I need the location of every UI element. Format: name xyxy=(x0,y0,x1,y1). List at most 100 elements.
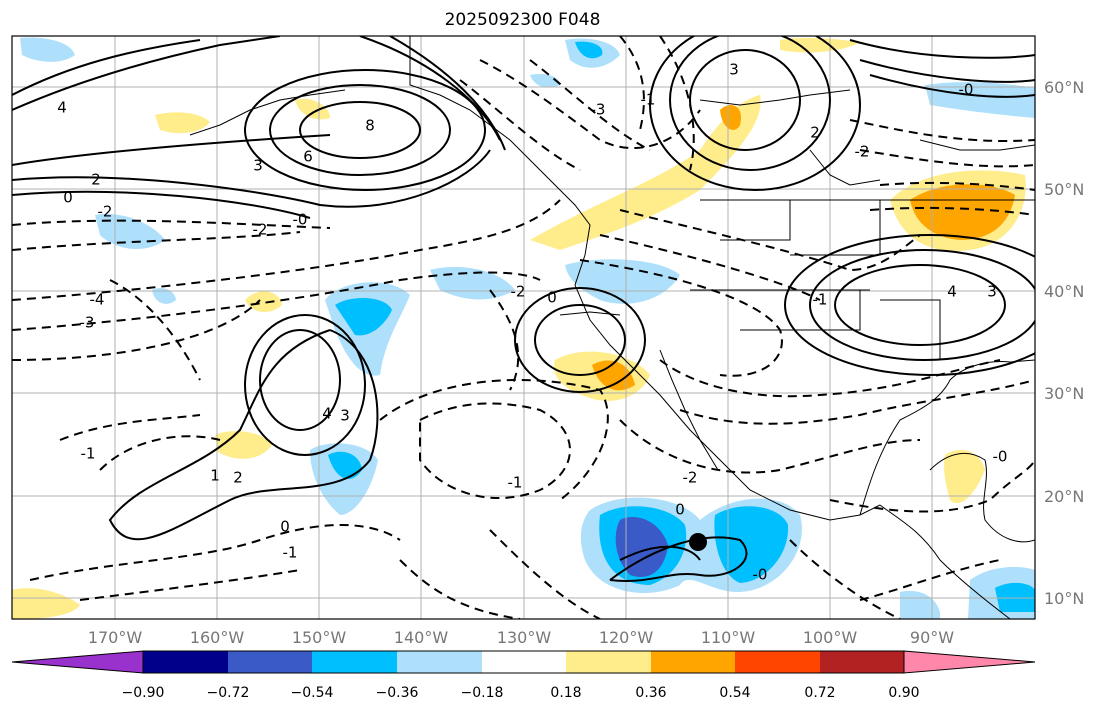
anomaly-negative xyxy=(20,37,75,62)
anomaly-negative xyxy=(615,517,668,577)
contour-label: -3 xyxy=(591,101,606,119)
lon-tick-label: 90°W xyxy=(910,628,954,647)
colorbar-segment xyxy=(820,651,904,673)
contour-label: 2 xyxy=(233,469,243,487)
anomaly-positive xyxy=(245,291,282,312)
colorbar-segment xyxy=(566,651,651,673)
contour-label: 0 xyxy=(547,289,557,307)
lon-tick-label: 160°W xyxy=(190,628,245,647)
contour-label: -2 xyxy=(253,221,268,239)
shaded-anomalies xyxy=(12,37,1035,619)
colorbar-tick-label: 0.18 xyxy=(550,685,581,701)
anomaly-positive xyxy=(530,95,761,250)
contour-label: 3 xyxy=(340,407,350,425)
gridlines xyxy=(12,36,1035,619)
contour-label: -0 xyxy=(753,566,768,584)
longitude-axis: 170°W 160°W 150°W 140°W 130°W 120°W 110°… xyxy=(88,628,954,647)
anomaly-positive xyxy=(295,98,330,120)
contour-label: -0 xyxy=(293,211,308,229)
lon-tick-label: 140°W xyxy=(394,628,449,647)
colorbar-tick-label: −0.18 xyxy=(461,685,504,701)
contour-labels: 8 6 3 4 2 0 -0 -2 -3 -4 -1 4 3 1 2 -2 0 … xyxy=(57,61,1007,584)
contour-label: 3 xyxy=(253,157,263,175)
anomaly-negative xyxy=(575,41,603,59)
anomaly-negative xyxy=(152,288,176,304)
anomaly-positive xyxy=(12,588,80,619)
anomaly-positive xyxy=(780,37,860,53)
colorbar-segment xyxy=(735,651,820,673)
colorbar-segment xyxy=(228,651,312,673)
storm-center-marker xyxy=(689,533,707,551)
contour-label: 2 xyxy=(91,171,101,189)
lon-tick-label: 170°W xyxy=(88,628,143,647)
contour-label: -3 xyxy=(80,314,95,332)
lat-tick-label: 10°N xyxy=(1044,589,1084,608)
contour-label: -1 xyxy=(283,544,298,562)
colorbar-segment xyxy=(312,651,397,673)
contour-label: -2 xyxy=(98,203,113,221)
colorbar-segment xyxy=(651,651,735,673)
contour-label: 1 xyxy=(210,467,220,485)
contour-label: -1 xyxy=(81,445,96,463)
contour-label: -1 xyxy=(508,474,523,492)
lon-tick-label: 120°W xyxy=(599,628,654,647)
anomaly-negative xyxy=(328,451,362,479)
positive-contours xyxy=(12,36,1035,582)
colorbar-frame xyxy=(142,650,905,674)
lat-tick-label: 50°N xyxy=(1044,180,1084,199)
contour-label: -1 xyxy=(813,291,828,309)
negative-contours xyxy=(12,36,1035,619)
colorbar-extend-low xyxy=(11,650,144,674)
anomaly-positive xyxy=(155,112,210,134)
anomaly-negative xyxy=(95,213,165,250)
contour-label: 6 xyxy=(303,148,313,166)
colorbar-tick-label: 0.54 xyxy=(719,685,750,701)
anomaly-positive xyxy=(910,184,1015,240)
contour-label: 4 xyxy=(322,405,332,423)
anomaly-negative xyxy=(900,590,940,619)
lon-tick-label: 100°W xyxy=(803,628,858,647)
anomaly-positive xyxy=(944,450,985,504)
anomaly-negative xyxy=(335,298,392,336)
colorbar: −0.90 −0.72 −0.54 −0.36 −0.18 0.18 0.36 … xyxy=(11,650,1036,701)
anomaly-positive xyxy=(720,105,741,130)
contour-label: -2 xyxy=(511,283,526,301)
lat-tick-label: 40°N xyxy=(1044,282,1084,301)
contour-label: 3 xyxy=(987,283,997,301)
lat-tick-label: 30°N xyxy=(1044,384,1084,403)
lon-tick-label: 150°W xyxy=(292,628,347,647)
anomaly-positive xyxy=(215,431,272,459)
colorbar-segment xyxy=(143,651,228,673)
anomaly-negative xyxy=(995,582,1035,612)
contour-label: -4 xyxy=(90,291,105,309)
colorbar-tick-label: 0.90 xyxy=(888,685,919,701)
colorbar-tick-label: 0.72 xyxy=(804,685,835,701)
contour-label: 0 xyxy=(63,189,73,207)
contour-label: 3 xyxy=(729,61,739,79)
contour-label: -1 xyxy=(641,91,656,109)
contour-label: 2 xyxy=(810,124,820,142)
colorbar-tick-label: −0.54 xyxy=(291,685,334,701)
contour-label: 4 xyxy=(57,99,67,117)
lon-tick-label: 110°W xyxy=(701,628,756,647)
latitude-axis: 60°N 50°N 40°N 30°N 20°N 10°N xyxy=(1044,78,1084,608)
colorbar-segment xyxy=(397,651,482,673)
colorbar-extend-high xyxy=(903,650,1036,674)
anomaly-negative xyxy=(565,259,680,304)
anomaly-negative xyxy=(925,82,1035,118)
lon-tick-label: 130°W xyxy=(497,628,552,647)
contour-label: 0 xyxy=(675,501,685,519)
anomaly-negative xyxy=(714,506,789,583)
lat-tick-label: 60°N xyxy=(1044,78,1084,97)
contour-label: 8 xyxy=(365,117,375,135)
contour-label: 0 xyxy=(280,518,290,536)
anomaly-negative xyxy=(530,74,560,88)
plot-title: 2025092300 F048 xyxy=(444,10,601,30)
colorbar-tick-label: −0.72 xyxy=(207,685,250,701)
colorbar-tick-label: −0.36 xyxy=(376,685,419,701)
anomaly-positive xyxy=(592,360,635,391)
colorbar-tick-label: −0.90 xyxy=(122,685,165,701)
contour-label: -0 xyxy=(959,81,974,99)
map-frame xyxy=(11,35,1036,620)
